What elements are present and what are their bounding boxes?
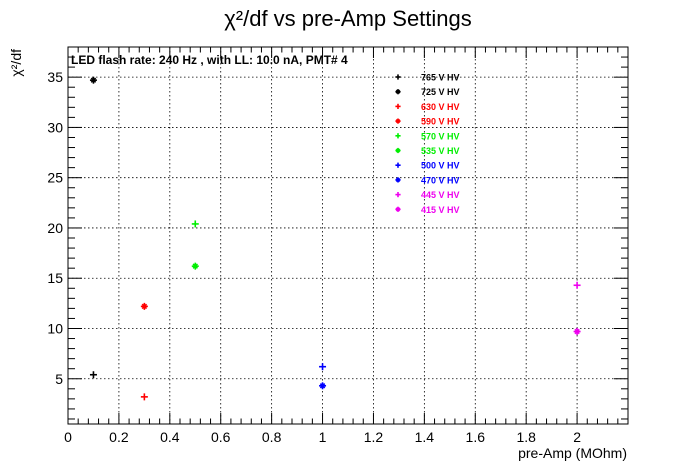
legend-marker xyxy=(395,118,401,124)
legend-entry-label: 445 V HV xyxy=(421,190,460,200)
x-tick-label: 1.6 xyxy=(466,429,486,445)
legend-marker xyxy=(395,74,401,80)
x-tick-label: 0.4 xyxy=(160,429,180,445)
legend-entry-label: 535 V HV xyxy=(421,146,460,156)
y-tick-label: 35 xyxy=(47,69,63,85)
y-tick-label: 5 xyxy=(55,371,63,387)
legend-entry-label: 630 V HV xyxy=(421,102,460,112)
data-point xyxy=(89,76,97,84)
legend: 765 V HV 725 V HV 630 V HV 590 V HV 570 V HV… xyxy=(395,73,460,215)
chart-annotation: LED flash rate: 240 Hz , with LL: 10.0 n… xyxy=(71,53,348,67)
legend-marker xyxy=(395,133,401,139)
x-tick-label: 1.2 xyxy=(364,429,384,445)
data-point xyxy=(573,328,581,336)
x-tick-label: 1 xyxy=(319,429,327,445)
legend-entry-label: 415 V HV xyxy=(421,205,460,215)
x-tick-label: 0.8 xyxy=(262,429,282,445)
y-tick-label: 20 xyxy=(47,220,63,236)
data-point xyxy=(89,371,97,379)
legend-marker xyxy=(395,103,401,109)
legend-entry-label: 725 V HV xyxy=(421,87,460,97)
y-tick-label: 10 xyxy=(47,320,63,336)
data-point xyxy=(140,302,148,310)
x-tick-label: 0.2 xyxy=(109,429,129,445)
y-tick-label: 30 xyxy=(47,119,63,135)
legend-marker xyxy=(395,89,401,95)
legend-entry-label: 500 V HV xyxy=(421,161,460,171)
data-point xyxy=(191,262,199,270)
x-tick-label: 0.6 xyxy=(211,429,231,445)
x-tick-label: 0 xyxy=(64,429,72,445)
legend-marker xyxy=(395,147,401,154)
data-point xyxy=(319,363,327,371)
legend-marker xyxy=(395,192,401,198)
legend-marker xyxy=(395,206,401,212)
legend-entry-label: 570 V HV xyxy=(421,131,460,141)
data-point xyxy=(573,281,581,289)
data-point xyxy=(319,382,327,390)
data-point xyxy=(140,393,148,401)
x-tick-label: 1.4 xyxy=(415,429,435,445)
plot-frame xyxy=(67,46,629,425)
y-tick-label: 15 xyxy=(47,270,63,286)
x-tick-label: 2 xyxy=(573,429,581,445)
y-tick-label: 25 xyxy=(47,170,63,186)
data-point xyxy=(191,220,199,228)
y-axis-label: χ²/df xyxy=(8,49,24,77)
data-points xyxy=(89,76,581,401)
legend-marker xyxy=(395,177,401,183)
x-tick-label: 1.8 xyxy=(516,429,536,445)
grid xyxy=(67,47,628,424)
legend-entry-label: 470 V HV xyxy=(421,175,460,185)
legend-marker xyxy=(395,162,401,168)
x-axis-label: pre-Amp (MOhm) xyxy=(518,445,627,461)
legend-entry-label: 590 V HV xyxy=(421,117,460,127)
legend-entry-label: 765 V HV xyxy=(421,73,460,83)
chart-title: χ²/df vs pre-Amp Settings xyxy=(224,6,472,31)
